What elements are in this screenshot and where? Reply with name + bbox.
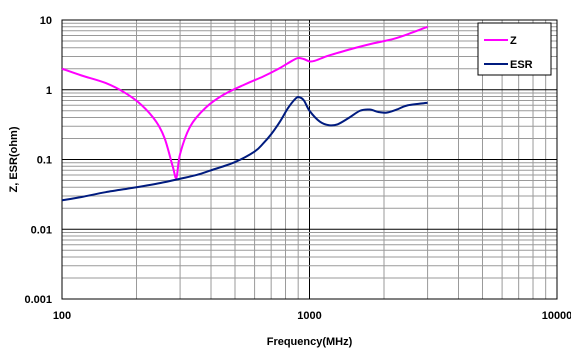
y-tick-label: 0.1 <box>37 155 52 167</box>
grid-lines <box>61 20 557 300</box>
y-tick-label: 1 <box>46 85 52 97</box>
plot-frame <box>61 19 558 300</box>
x-axis-label: Frequency(MHz) <box>267 336 353 348</box>
legend-box <box>477 22 552 76</box>
legend: Z ESR <box>477 22 552 76</box>
legend-label-esr: ESR <box>510 59 533 71</box>
y-axis-label: Z, ESR(ohm) <box>8 126 20 192</box>
x-tick-label: 10000 <box>542 310 571 322</box>
series-line-z <box>61 25 428 179</box>
y-tick-label: 10 <box>40 15 52 27</box>
series-lines <box>61 25 428 202</box>
legend-label-z: Z <box>510 35 517 47</box>
y-tick-label: 0.001 <box>24 294 52 306</box>
series-line-esr <box>61 96 428 202</box>
x-tick-label: 1000 <box>297 310 321 322</box>
y-tick-label: 0.01 <box>31 224 52 236</box>
x-tick-label: 100 <box>53 310 71 322</box>
tick-labels: 100 1000 10000 0.001 0.01 0.1 1 10 <box>24 15 571 322</box>
